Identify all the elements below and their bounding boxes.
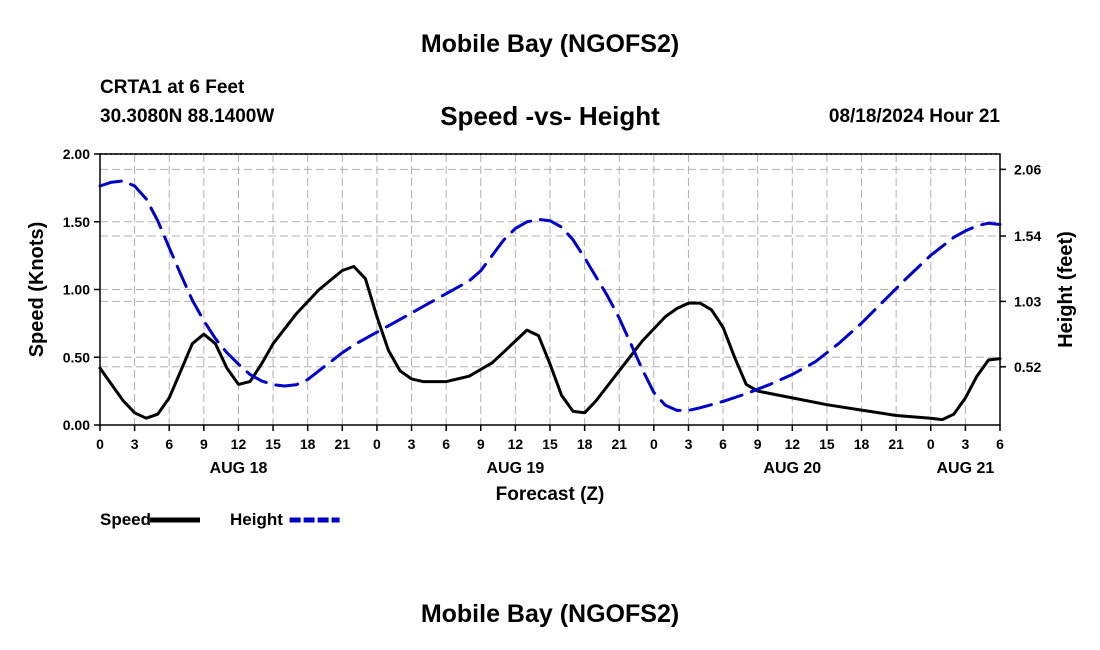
x-tick-label: 6 bbox=[996, 436, 1004, 452]
series-line-speed bbox=[98, 265, 1002, 422]
x-day-label: AUG 21 bbox=[936, 460, 994, 477]
station-label: CRTA1 at 6 Feet bbox=[100, 77, 245, 98]
series-line-height bbox=[98, 179, 1002, 412]
chart-title: Mobile Bay (NGOFS2) bbox=[420, 30, 680, 58]
x-tick-label: 12 bbox=[785, 436, 801, 452]
x-tick-label: 15 bbox=[819, 436, 835, 452]
x-tick-label: 21 bbox=[888, 436, 904, 452]
x-tick-label: 21 bbox=[335, 436, 351, 452]
x-axis-title: Forecast (Z) bbox=[496, 484, 605, 505]
footer-title: Mobile Bay (NGOFS2) bbox=[420, 600, 680, 628]
x-tick-label: 15 bbox=[542, 436, 558, 452]
x-tick-label: 6 bbox=[165, 436, 173, 452]
x-tick-label: 18 bbox=[577, 436, 593, 452]
x-tick-label: 18 bbox=[854, 436, 870, 452]
x-tick-label: 3 bbox=[685, 436, 693, 452]
speed-height-chart: 0 3 6 9 12 15 18 21 0 3 6 9 12 15 18 21 0 3 6 9 12 15 18 21 0 3 6A… bbox=[26, 146, 1077, 529]
x-tick-label: 3 bbox=[961, 436, 969, 452]
y-tick-label: 0.50 bbox=[63, 349, 90, 365]
legend-label-speed: Speed bbox=[100, 510, 151, 529]
y-tick-label: 2.00 bbox=[63, 146, 90, 162]
x-tick-label: 15 bbox=[265, 436, 281, 452]
y2-tick-label: 1.03 bbox=[1014, 293, 1041, 309]
x-tick-label: 12 bbox=[231, 436, 247, 452]
x-tick-label: 0 bbox=[927, 436, 935, 452]
x-tick-label: 3 bbox=[131, 436, 139, 452]
x-tick-label: 9 bbox=[200, 436, 208, 452]
y2-axis-title: Height (feet) bbox=[1055, 231, 1077, 348]
chart-subtitle: Speed -vs- Height bbox=[440, 101, 660, 131]
y2-tick-label: 1.54 bbox=[1014, 228, 1041, 244]
legend-label-height: Height bbox=[230, 510, 283, 529]
y-tick-label: 0.00 bbox=[63, 417, 90, 433]
x-day-label: AUG 20 bbox=[763, 460, 821, 477]
x-tick-label: 21 bbox=[611, 436, 627, 452]
x-tick-label: 6 bbox=[442, 436, 450, 452]
x-tick-label: 6 bbox=[719, 436, 727, 452]
x-day-label: AUG 18 bbox=[210, 460, 268, 477]
y-tick-label: 1.50 bbox=[63, 214, 90, 230]
x-tick-label: 0 bbox=[650, 436, 658, 452]
x-tick-label: 18 bbox=[300, 436, 316, 452]
y-axis-title: Speed (Knots) bbox=[26, 222, 48, 358]
x-tick-label: 12 bbox=[508, 436, 524, 452]
station-coordinates: 30.3080N 88.1400W bbox=[100, 106, 275, 127]
y2-tick-label: 0.52 bbox=[1014, 359, 1041, 375]
forecast-run-time: 08/18/2024 Hour 21 bbox=[828, 106, 1000, 127]
x-tick-label: 0 bbox=[96, 436, 104, 452]
x-tick-label: 3 bbox=[408, 436, 416, 452]
y2-tick-label: 2.06 bbox=[1014, 161, 1041, 177]
x-tick-label: 9 bbox=[754, 436, 762, 452]
y-tick-label: 1.00 bbox=[63, 282, 90, 298]
x-day-label: AUG 19 bbox=[486, 460, 544, 477]
x-tick-label: 0 bbox=[373, 436, 381, 452]
x-tick-label: 9 bbox=[477, 436, 485, 452]
